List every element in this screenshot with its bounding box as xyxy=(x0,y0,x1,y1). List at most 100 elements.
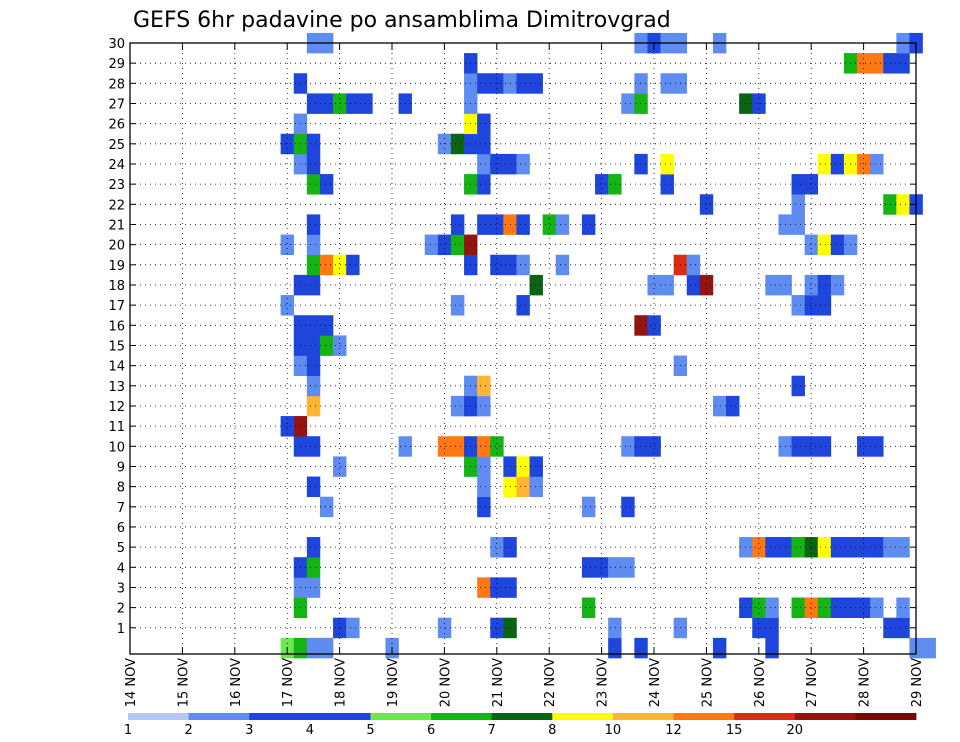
cell xyxy=(306,577,321,598)
cell xyxy=(699,194,714,215)
cell xyxy=(306,537,321,558)
cell xyxy=(319,93,334,114)
cell xyxy=(804,274,819,296)
colorbar-label: 2 xyxy=(184,723,192,738)
cell xyxy=(529,456,543,477)
cell xyxy=(306,335,321,356)
cell xyxy=(450,436,465,457)
cell xyxy=(542,214,557,235)
cell xyxy=(477,577,491,598)
cell xyxy=(686,254,701,276)
colorbar-swatch xyxy=(612,713,674,720)
colorbar-swatch xyxy=(370,713,432,720)
cell xyxy=(581,214,596,235)
cell xyxy=(581,597,596,619)
x-tick-label: 24 NOV xyxy=(648,658,663,707)
cell xyxy=(306,476,321,498)
cell xyxy=(490,214,504,235)
cell xyxy=(870,436,884,457)
x-tick-label: 29 NOV xyxy=(910,658,925,707)
cell xyxy=(306,153,321,175)
cell xyxy=(516,214,530,235)
cell xyxy=(621,557,635,578)
colorbar-swatch xyxy=(491,713,553,720)
cell xyxy=(516,153,530,175)
heatmap-cells xyxy=(280,32,936,659)
colorbar-label: 1 xyxy=(124,723,132,738)
cell xyxy=(280,234,295,256)
cell xyxy=(306,274,321,296)
cell xyxy=(896,617,910,639)
cell xyxy=(791,295,805,316)
cell xyxy=(726,395,740,417)
cell xyxy=(830,537,845,558)
x-tick-label: 27 NOV xyxy=(805,658,820,707)
cell xyxy=(870,597,884,619)
y-tick-label: 24 xyxy=(108,158,125,173)
y-tick-label: 13 xyxy=(108,380,125,395)
cell xyxy=(280,295,295,316)
chart-title: GEFS 6hr padavine po ansamblima Dimitrov… xyxy=(133,8,671,33)
y-tick-label: 30 xyxy=(108,37,125,52)
cell xyxy=(319,335,334,356)
cell xyxy=(306,254,321,276)
cell xyxy=(581,557,596,578)
cell xyxy=(319,315,334,336)
cell xyxy=(817,436,832,457)
cell xyxy=(333,617,347,639)
cell xyxy=(621,436,635,457)
cell xyxy=(791,174,805,195)
cell xyxy=(450,214,465,235)
colorbar-label: 5 xyxy=(366,723,374,738)
cell xyxy=(817,274,832,296)
cell xyxy=(817,597,832,619)
cell xyxy=(752,597,766,619)
cell xyxy=(477,153,491,175)
y-tick-label: 6 xyxy=(117,521,125,536)
cell xyxy=(621,93,635,114)
cell xyxy=(477,456,491,477)
y-tick-label: 3 xyxy=(117,581,125,596)
colorbar-swatch xyxy=(552,713,614,720)
cell xyxy=(529,476,543,498)
cell xyxy=(490,617,504,639)
cell xyxy=(516,456,530,477)
cell xyxy=(660,73,674,94)
cell xyxy=(319,496,334,518)
x-tick-label: 16 NOV xyxy=(229,658,244,707)
cell xyxy=(804,295,819,316)
y-tick-label: 15 xyxy=(108,339,125,354)
plot-frame xyxy=(129,42,917,655)
cell xyxy=(634,73,648,94)
cell xyxy=(437,234,452,256)
cell xyxy=(490,153,504,175)
cell xyxy=(883,194,897,215)
cell xyxy=(791,537,805,558)
cell xyxy=(450,234,465,256)
colorbar-label: 6 xyxy=(427,723,435,738)
cell xyxy=(346,617,360,639)
x-tick-label: 22 NOV xyxy=(543,658,558,707)
cell xyxy=(830,274,845,296)
cell xyxy=(490,436,504,457)
cell xyxy=(712,637,727,659)
cell xyxy=(346,93,360,114)
x-tick-label: 28 NOV xyxy=(858,658,873,707)
cell xyxy=(857,153,871,175)
y-tick-label: 7 xyxy=(117,501,125,516)
x-tick-label: 21 NOV xyxy=(491,658,506,707)
cell xyxy=(896,597,910,619)
cell xyxy=(791,597,805,619)
cell xyxy=(490,254,504,276)
y-tick-label: 17 xyxy=(108,299,125,314)
cell xyxy=(817,234,832,256)
y-tick-label: 26 xyxy=(108,118,125,133)
y-tick-label: 27 xyxy=(108,97,125,112)
cell xyxy=(647,436,661,457)
cell xyxy=(634,436,648,457)
y-tick-label: 2 xyxy=(117,602,125,617)
cell xyxy=(647,274,661,296)
cell xyxy=(817,153,832,175)
cell xyxy=(857,436,871,457)
y-tick-label: 10 xyxy=(108,440,125,455)
